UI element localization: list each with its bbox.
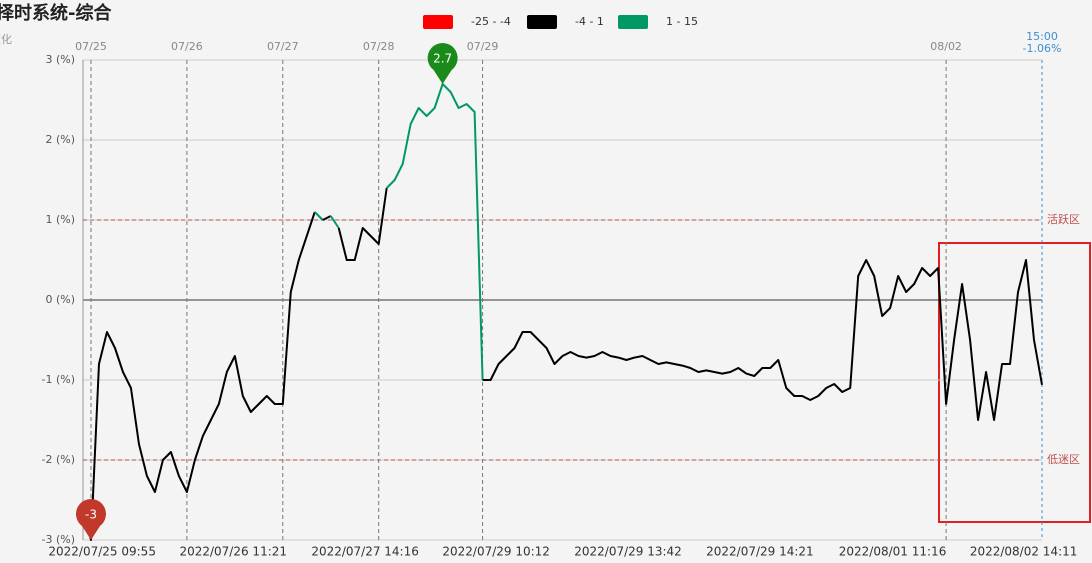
max-label: 2.7 xyxy=(433,52,452,66)
day-label: 07/28 xyxy=(363,40,395,53)
min-label: -3 xyxy=(85,508,97,522)
x-tick-label: 2022/07/26 11:21 xyxy=(179,545,287,559)
y-tick-label: -2 (%) xyxy=(42,453,76,466)
legend-label: -25 - -4 xyxy=(471,15,511,28)
x-tick-label: 2022/07/29 10:12 xyxy=(442,545,550,559)
legend-swatch xyxy=(527,15,557,29)
y-tick-label: -3 (%) xyxy=(42,533,76,546)
zone-label: 低迷区 xyxy=(1047,453,1080,466)
highlight-box xyxy=(938,242,1091,523)
line-piece xyxy=(337,187,388,261)
y-tick-label: 1 (%) xyxy=(45,213,75,226)
x-tick-label: 2022/07/29 13:42 xyxy=(574,545,682,559)
day-label: 07/29 xyxy=(467,40,499,53)
y-tick-label: 0 (%) xyxy=(45,293,75,306)
end-label: -1.06% xyxy=(1023,42,1062,55)
legend-label: -4 - 1 xyxy=(575,15,604,28)
y-tick-label: -1 (%) xyxy=(42,373,76,386)
chart-title: 择时系统-综合 xyxy=(0,2,112,24)
day-label: 07/25 xyxy=(75,40,107,53)
line-piece xyxy=(322,215,332,221)
x-tick-label: 2022/07/25 09:55 xyxy=(48,545,156,559)
y-tick-label: 3 (%) xyxy=(45,53,75,66)
legend-swatch xyxy=(423,15,453,29)
zone-label: 活跃区 xyxy=(1047,212,1080,226)
x-tick-label: 2022/07/27 14:16 xyxy=(311,545,419,559)
max-pin xyxy=(427,43,458,84)
line-piece xyxy=(385,83,484,381)
min-pin xyxy=(75,499,106,540)
line-piece xyxy=(82,211,316,541)
line-piece xyxy=(329,215,340,229)
x-tick-label: 2022/08/01 11:16 xyxy=(839,545,947,559)
line-piece xyxy=(482,259,1043,421)
x-tick-label: 2022/07/29 14:21 xyxy=(706,545,814,559)
day-label: 07/27 xyxy=(267,40,299,53)
x-tick-label: 2022/08/02 14:11 xyxy=(970,545,1078,559)
legend-swatch xyxy=(618,15,648,29)
day-label: 07/26 xyxy=(171,40,203,53)
legend-label: 1 - 15 xyxy=(666,15,698,28)
line-piece xyxy=(314,211,324,221)
day-label: 08/02 xyxy=(930,40,962,53)
end-time: 15:00 xyxy=(1026,30,1058,43)
y-tick-label: 2 (%) xyxy=(45,133,75,146)
y-axis-label: 变化 xyxy=(0,32,12,46)
